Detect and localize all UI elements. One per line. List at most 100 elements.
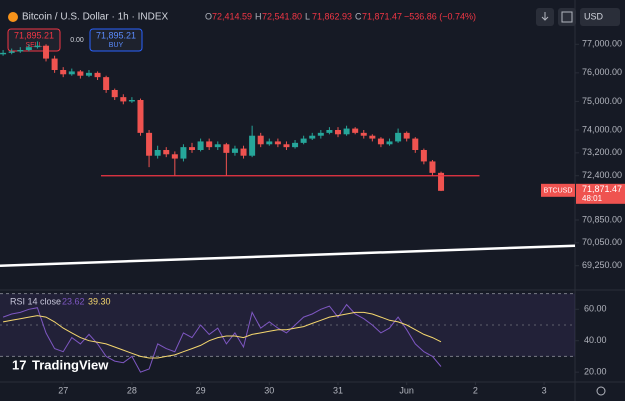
- candle-body: [146, 132, 153, 156]
- candle-body: [334, 130, 341, 135]
- candle-body: [68, 71, 75, 75]
- candle-body: [240, 148, 247, 156]
- ohlc-value: 71,862.93: [312, 11, 352, 21]
- candle-body: [120, 97, 127, 102]
- rsi-band: [0, 293, 575, 357]
- candle-body: [343, 128, 350, 135]
- ohlc-key: L: [305, 11, 310, 21]
- currency-select[interactable]: [580, 8, 620, 26]
- settings-icon[interactable]: [596, 386, 606, 396]
- sell-label: SELL: [25, 42, 42, 49]
- symbol-title[interactable]: Bitcoin / U.S. Dollar · 1h · INDEX: [22, 12, 168, 23]
- download-icon: [541, 12, 549, 21]
- candle-body: [189, 147, 196, 150]
- rsi-line: [2, 303, 442, 373]
- sell-button[interactable]: [7, 28, 61, 52]
- candle-body: [395, 132, 402, 142]
- candle-body: [94, 72, 101, 78]
- y-tick-label: 72,400.00: [582, 170, 622, 180]
- candle-body: [377, 138, 384, 145]
- candle-body: [292, 142, 299, 148]
- candle-body: [85, 72, 92, 76]
- ohlc-values: O 72,414.59 H 72,541.80 L 71,862.93 C 71,871.47: [205, 11, 402, 21]
- brand-logo: 17: [12, 357, 26, 372]
- fullscreen-button[interactable]: [558, 8, 576, 26]
- candle-body: [34, 45, 41, 48]
- candle-body: [420, 150, 427, 162]
- candle-body: [103, 77, 110, 90]
- symbol-tag: BTCUSD: [544, 188, 573, 195]
- ohlc-value: 71,871.47: [362, 11, 402, 21]
- candle-body: [352, 128, 359, 133]
- candle-body: [43, 45, 50, 59]
- y-tick-label: 76,000.00: [582, 67, 622, 77]
- candle-body: [429, 161, 436, 173]
- y-tick-label: 20.00: [584, 367, 607, 377]
- symbol-icon: [8, 12, 18, 22]
- candle-body: [128, 100, 135, 102]
- rsi-line: [3, 311, 442, 359]
- candle-body: [317, 132, 324, 136]
- candle-body: [438, 172, 445, 191]
- x-tick-label: Jun: [399, 385, 414, 395]
- ohlc-value: 72,541.80: [262, 11, 302, 21]
- ohlc-value: 72,414.59: [212, 11, 252, 21]
- y-tick-label: 60.00: [584, 304, 607, 314]
- candle-body: [231, 148, 238, 153]
- candle-body: [171, 154, 178, 159]
- trend-line: [0, 244, 576, 267]
- y-tick-label: 74,000.00: [582, 124, 622, 134]
- candle-body: [17, 50, 24, 52]
- buy-button[interactable]: [89, 28, 143, 52]
- ohlc-key: O: [205, 11, 212, 21]
- candle-body: [163, 150, 170, 155]
- candle-body: [274, 141, 281, 145]
- y-tick-label: 70,050.00: [582, 237, 622, 247]
- change: −536.86 (−0.74%): [404, 11, 476, 21]
- x-tick-label: 3: [542, 385, 547, 395]
- candle-body: [180, 147, 187, 159]
- candle-body: [60, 70, 67, 75]
- y-tick-label: 75,000.00: [582, 96, 622, 106]
- y-tick-label: 77,000.00: [582, 39, 622, 49]
- x-tick-label: 30: [264, 385, 274, 395]
- x-tick-label: 31: [333, 385, 343, 395]
- candle-body: [309, 135, 316, 139]
- candle-body: [137, 100, 144, 133]
- x-tick-label: 29: [196, 385, 206, 395]
- candle-body: [25, 47, 32, 50]
- x-tick-label: 2: [473, 385, 478, 395]
- candle-body: [154, 150, 161, 156]
- candle-body: [77, 71, 84, 76]
- ohlc-key: H: [255, 11, 262, 21]
- candle-body: [249, 135, 256, 156]
- y-tick-label: 70,850.00: [582, 214, 622, 224]
- candle-body: [197, 141, 204, 150]
- ohlc-key: C: [355, 11, 362, 21]
- price-tag: [541, 183, 575, 197]
- candle-body: [283, 144, 290, 148]
- price-tag: [576, 183, 625, 204]
- last-price: 71,871.47: [582, 184, 622, 194]
- candle-body: [360, 132, 367, 136]
- candle-body: [8, 51, 15, 53]
- x-tick-label: 28: [127, 385, 137, 395]
- candle-body: [369, 135, 376, 139]
- x-tick-label: 27: [58, 385, 68, 395]
- y-tick-label: 40.00: [584, 335, 607, 345]
- brand: TradingView: [32, 357, 109, 372]
- buy-label: BUY: [109, 42, 124, 49]
- candle-body: [300, 138, 307, 143]
- y-tick-label: 69,250.00: [582, 260, 622, 270]
- candle-body: [0, 52, 7, 55]
- candle-body: [223, 144, 230, 153]
- rsi-value: 39.30: [88, 296, 111, 306]
- marks: 77,000.00 76,000.00 75,000.00 74,000.00 73,2…: [0, 39, 625, 395]
- countdown: 48:01: [582, 194, 603, 203]
- candle-body: [412, 138, 419, 150]
- buy-price: 71,895.21: [96, 30, 136, 40]
- candle-body: [326, 130, 333, 133]
- currency: USD: [584, 11, 604, 21]
